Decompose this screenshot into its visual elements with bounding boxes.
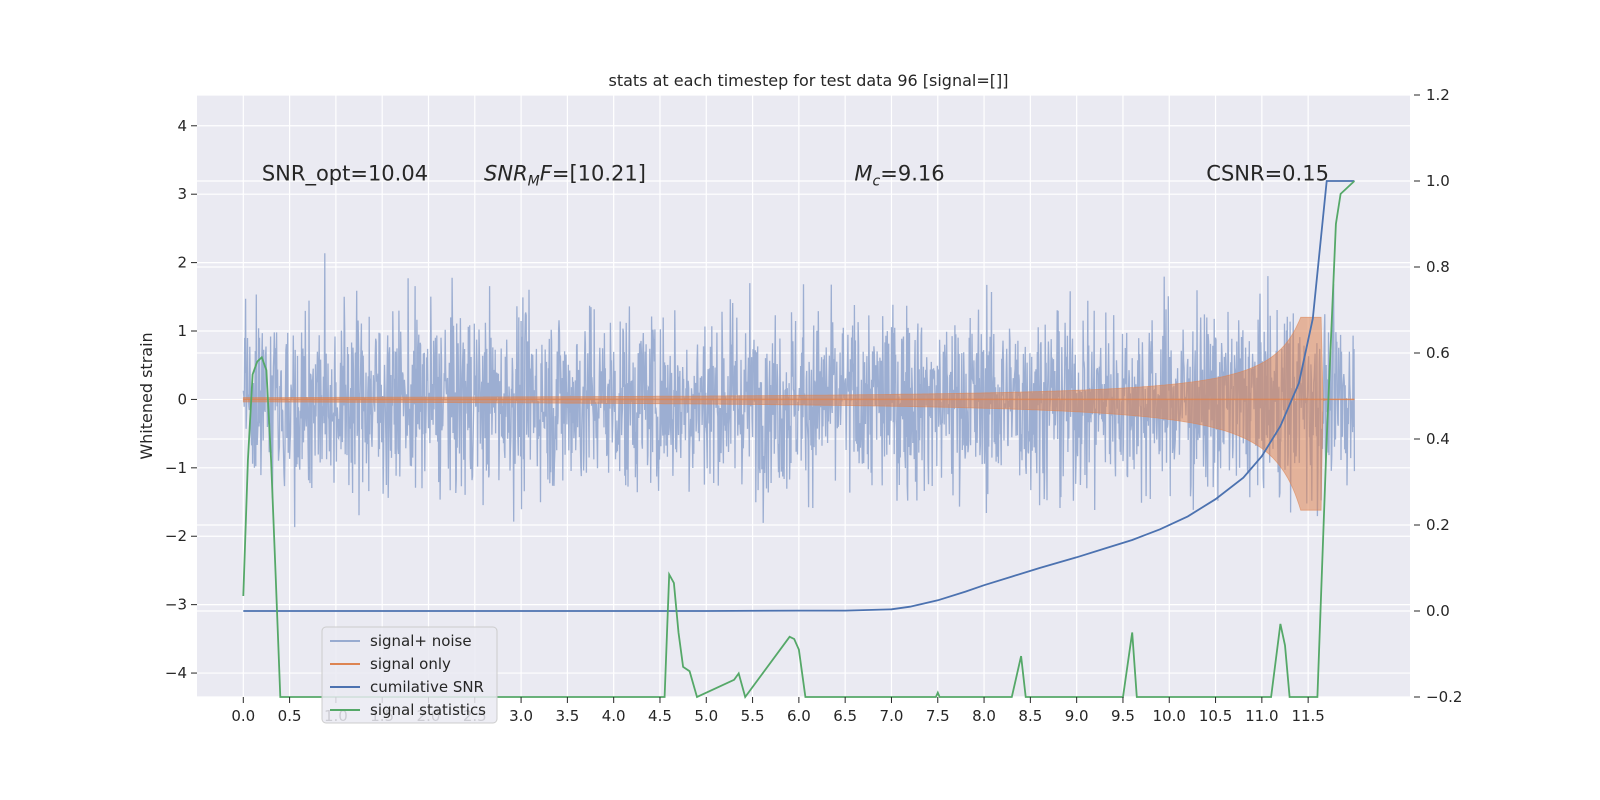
x-tick-label: 8.5 xyxy=(1018,707,1042,725)
legend-box xyxy=(321,626,498,724)
annotation-3: CSNR=0.15 xyxy=(1206,162,1329,186)
x-tick-label: 4.0 xyxy=(602,707,626,725)
y2-tick-label: 0.6 xyxy=(1426,344,1450,362)
y2-tick-label: 0.0 xyxy=(1426,602,1450,620)
y2-tick-label: 0.4 xyxy=(1426,430,1450,448)
y-tick-label: 0 xyxy=(177,390,187,408)
axes: 0.00.51.01.52.02.53.03.54.04.55.05.56.06… xyxy=(165,86,1463,725)
x-tick-label: 8.0 xyxy=(972,707,996,725)
series-line-signal-statistics xyxy=(242,180,1356,700)
annotation-1: SNRMF=[10.21] xyxy=(484,162,646,190)
legend-label: cumilative SNR xyxy=(370,678,484,696)
y-tick-label: 1 xyxy=(177,322,187,340)
x-tick-label: 9.0 xyxy=(1065,707,1089,725)
x-tick-label: 0.0 xyxy=(231,707,255,725)
legend-label: signal statistics xyxy=(370,701,486,719)
y-tick-label: 4 xyxy=(177,117,187,135)
x-tick-label: 3.0 xyxy=(509,707,533,725)
annotations: SNR_opt=10.04 SNRMF=[10.21] Mc=9.16 CSNR=0.… xyxy=(262,162,1329,190)
x-tick-label: 6.5 xyxy=(833,707,857,725)
series-line-cumilative-snr xyxy=(243,180,1355,612)
x-tick-label: 7.0 xyxy=(880,707,904,725)
y2-tick-label: 0.8 xyxy=(1426,258,1450,276)
series-lines xyxy=(242,180,1356,700)
x-tick-label: 11.0 xyxy=(1245,707,1278,725)
y2-tick-label: 1.2 xyxy=(1426,86,1450,104)
y-tick-label: −4 xyxy=(165,664,187,682)
y-tick-label: −1 xyxy=(165,459,187,477)
chart-title: stats at each timestep for test data 96 … xyxy=(609,71,1009,90)
x-tick-label: 5.0 xyxy=(694,707,718,725)
y-axis-label: Whitened strain xyxy=(137,332,156,459)
x-tick-label: 7.5 xyxy=(926,707,950,725)
x-tick-label: 3.5 xyxy=(555,707,579,725)
legend-label: signal only xyxy=(370,655,451,673)
x-tick-label: 6.0 xyxy=(787,707,811,725)
x-tick-label: 11.5 xyxy=(1291,707,1324,725)
x-tick-label: 4.5 xyxy=(648,707,672,725)
y2-tick-label: −0.2 xyxy=(1426,688,1462,706)
y-tick-label: −3 xyxy=(165,596,187,614)
x-tick-label: 9.5 xyxy=(1111,707,1135,725)
y-tick-label: 3 xyxy=(177,185,187,203)
y2-tick-label: 0.2 xyxy=(1426,516,1450,534)
y-tick-label: −2 xyxy=(165,527,187,545)
x-tick-label: 10.0 xyxy=(1153,707,1186,725)
legend-label: signal+ noise xyxy=(370,632,472,650)
annotation-2: Mc=9.16 xyxy=(854,162,944,190)
legend: signal+ noise signal only cumilative SNR si… xyxy=(321,626,498,724)
y2-tick-label: 1.0 xyxy=(1426,172,1450,190)
x-tick-label: 5.5 xyxy=(741,707,765,725)
annotation-0: SNR_opt=10.04 xyxy=(262,162,428,187)
x-tick-label: 10.5 xyxy=(1199,707,1232,725)
y-tick-label: 2 xyxy=(177,254,187,272)
x-tick-label: 0.5 xyxy=(278,707,302,725)
series-signal-only xyxy=(242,316,1355,511)
